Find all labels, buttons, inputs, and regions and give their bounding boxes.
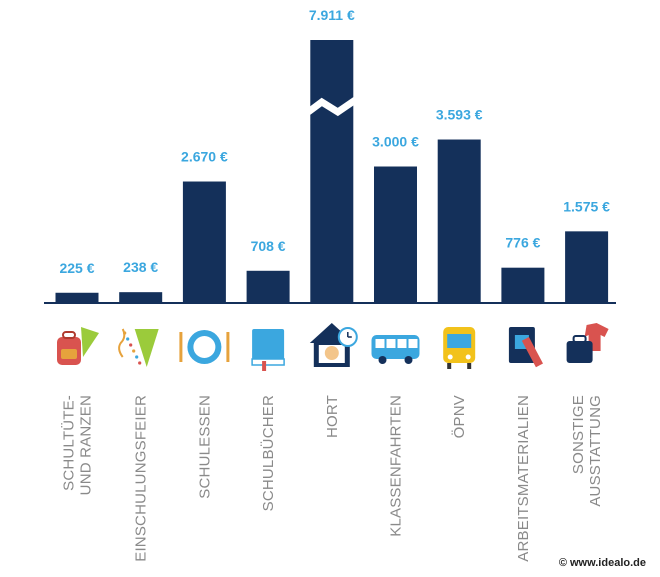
bar-4 (310, 40, 354, 303)
bar-3 (246, 270, 290, 303)
category-label-0: SCHULTÜTE- UND RANZEN (60, 395, 95, 495)
value-label-0: 225 € (59, 260, 94, 276)
bar-5 (374, 166, 417, 303)
category-label-2: SCHULESSEN (196, 395, 213, 499)
category-label-3: SCHULBÜCHER (259, 395, 277, 511)
tram-icon (443, 327, 476, 369)
category-label-line: SCHULTÜTE- (60, 395, 78, 491)
plate-cutlery-icon (179, 330, 230, 364)
category-label-7: ARBEITSMATERIALIEN (515, 395, 532, 562)
category-label-line: ARBEITSMATERIALIEN (515, 395, 532, 562)
category-label-line: SONSTIGE (570, 395, 587, 474)
book-icon (251, 329, 285, 371)
house-clock-icon (309, 323, 358, 367)
category-label-line: AUSSTATTUNG (587, 395, 604, 507)
value-label-2: 2.670 € (181, 149, 228, 165)
category-label-line: EINSCHULUNGSFEIER (133, 395, 150, 562)
value-label-1: 238 € (123, 259, 158, 275)
value-label-4: 7.911 € (309, 7, 355, 23)
category-label-line: ÖPNV (450, 395, 468, 438)
category-label-line: KLASSENFAHRTEN (388, 395, 405, 537)
category-label-5: KLASSENFAHRTEN (388, 395, 405, 537)
bar-0 (55, 292, 99, 303)
value-label-5: 3.000 € (372, 134, 419, 150)
category-label-line: SCHULESSEN (196, 395, 213, 499)
backpack-cone-icon (57, 327, 99, 365)
bar-1 (119, 292, 163, 303)
value-label-6: 3.593 € (436, 107, 483, 123)
category-label-line: HORT (324, 395, 341, 438)
bus-icon (371, 335, 420, 364)
bar-2 (182, 181, 226, 303)
category-label-8: SONSTIGE AUSSTATTUNG (570, 395, 604, 507)
category-label-1: EINSCHULUNGSFEIER (133, 395, 150, 562)
notebook-ruler-icon (508, 327, 543, 368)
source-credit: © www.idealo.de (558, 557, 646, 569)
value-label-3: 708 € (251, 238, 286, 254)
value-label-7: 776 € (505, 235, 540, 251)
category-label-4: HORT (324, 395, 341, 438)
bar-6 (437, 139, 481, 303)
category-label-6: ÖPNV (450, 395, 468, 438)
value-label-8: 1.575 € (563, 198, 610, 214)
shirt-bag-icon (566, 323, 609, 363)
bar-7 (501, 267, 545, 303)
confetti-cone-icon (118, 328, 159, 367)
axis-break-mark (306, 97, 358, 117)
bar-8 (565, 231, 609, 303)
category-label-line: SCHULBÜCHER (259, 395, 277, 511)
category-label-line: UND RANZEN (78, 395, 95, 495)
